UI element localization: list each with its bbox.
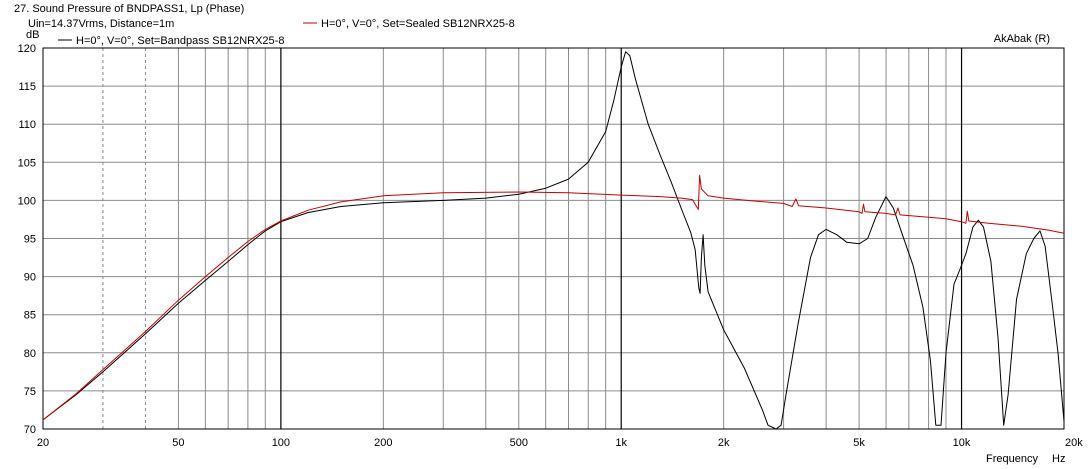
- x-tick-label: 100: [272, 437, 290, 449]
- y-tick-label: 115: [18, 81, 36, 93]
- x-tick-label: 5k: [853, 437, 865, 449]
- legend: H=0°, V=0°, Set=Bandpass SB12NRX25-8 H=0…: [58, 18, 515, 47]
- chart-title: 27. Sound Pressure of BNDPASS1, Lp (Phas…: [14, 3, 244, 15]
- y-tick-label: 75: [24, 386, 36, 398]
- x-tick-label: 10k: [953, 437, 971, 449]
- x-tick-label: 2k: [718, 437, 730, 449]
- y-tick-label: 105: [18, 157, 36, 169]
- y-tick-label: 95: [24, 234, 36, 246]
- plot-frame: [42, 47, 1065, 430]
- y-tick-label: 120: [18, 43, 36, 55]
- series-line-bandpass: [42, 51, 1065, 430]
- y-tick-label: 85: [24, 310, 36, 322]
- x-axis-label: Frequency: [986, 453, 1038, 465]
- x-tick-label: 200: [374, 437, 392, 449]
- y-axis-unit-label: dB: [26, 29, 39, 41]
- watermark-label: AkAbak (R): [994, 33, 1050, 45]
- y-tick-label: 80: [24, 348, 36, 360]
- y-tick-label: 70: [24, 424, 36, 436]
- x-tick-label: 20k: [1065, 437, 1083, 449]
- legend-label-sealed: H=0°, V=0°, Set=Sealed SB12NRX25-8: [321, 18, 515, 30]
- y-tick-label: 110: [18, 119, 36, 131]
- y-tick-label: 100: [18, 195, 36, 207]
- major-grid: [280, 48, 963, 429]
- x-axis-unit-label: Hz: [1052, 453, 1065, 465]
- minor-grid: [43, 47, 1064, 430]
- x-tick-label: 20: [37, 437, 49, 449]
- series-layer: [42, 51, 1065, 430]
- chart-subtitle: Uin=14.37Vrms, Distance=1m: [28, 18, 174, 30]
- x-tick-label: 1k: [615, 437, 627, 449]
- y-tick-label: 90: [24, 272, 36, 284]
- x-tick-label: 50: [172, 437, 184, 449]
- legend-label-bandpass: H=0°, V=0°, Set=Bandpass SB12NRX25-8: [76, 35, 284, 47]
- series-line-sealed: [42, 174, 1065, 421]
- x-tick-label: 500: [510, 437, 528, 449]
- x-axis-ticks: 20 50 100 200 500 1k 2k 5k 10k 20k: [37, 437, 1083, 449]
- y-axis-ticks: 70 75 80 85 90 95 100 105 110 115 120: [18, 43, 36, 436]
